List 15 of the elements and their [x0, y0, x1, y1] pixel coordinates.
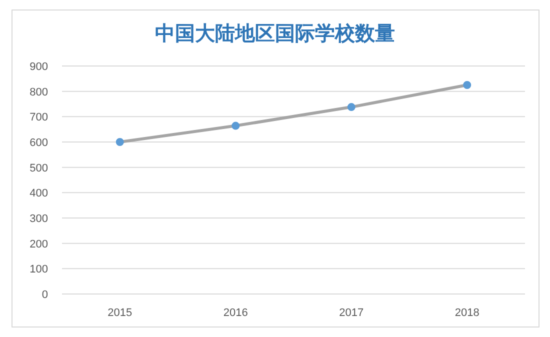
y-tick-label: 500	[30, 162, 48, 174]
x-tick-label: 2018	[454, 307, 480, 319]
y-tick-label: 100	[30, 264, 48, 276]
x-tick-label: 2016	[223, 307, 248, 319]
chart-title: 中国大陆地区国际学校数量	[155, 22, 395, 45]
y-tick-label: 300	[30, 213, 48, 225]
y-tick-label: 400	[30, 188, 48, 200]
y-tick-label: 0	[42, 289, 48, 301]
y-tick-label: 600	[30, 137, 48, 149]
y-tick-label: 800	[30, 86, 48, 98]
y-tick-label: 700	[30, 112, 48, 124]
x-tick-label: 2017	[339, 307, 364, 319]
y-tick-label: 200	[30, 238, 48, 250]
y-tick-label: 900	[30, 61, 48, 73]
x-tick-label: 2015	[108, 307, 132, 319]
